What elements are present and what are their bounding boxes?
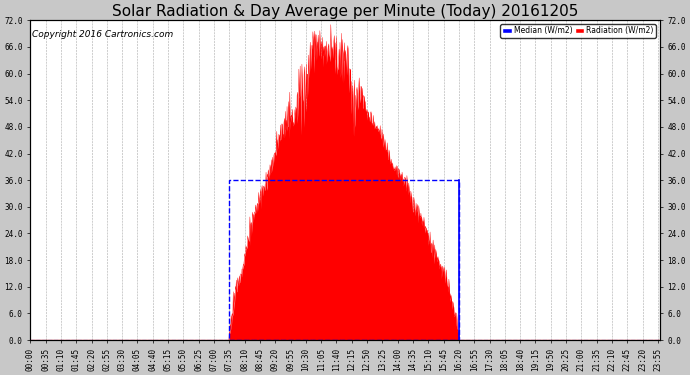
Legend: Median (W/m2), Radiation (W/m2): Median (W/m2), Radiation (W/m2) xyxy=(500,24,656,38)
Bar xyxy=(229,180,459,340)
Text: Copyright 2016 Cartronics.com: Copyright 2016 Cartronics.com xyxy=(32,30,173,39)
Title: Solar Radiation & Day Average per Minute (Today) 20161205: Solar Radiation & Day Average per Minute… xyxy=(112,4,578,19)
